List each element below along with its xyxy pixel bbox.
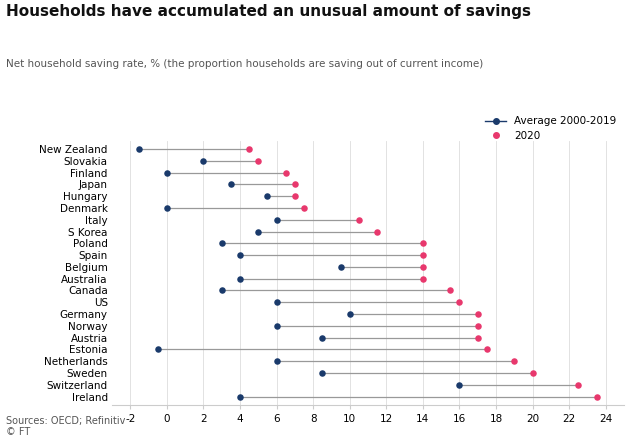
Text: Net household saving rate, % (the proportion households are saving out of curren: Net household saving rate, % (the propor… (6, 59, 484, 70)
Point (317, 334, 328, 341)
Point (527, 370, 538, 377)
Point (162, 205, 172, 212)
Point (317, 370, 328, 377)
Point (271, 323, 282, 330)
Point (253, 228, 264, 235)
Point (418, 252, 428, 259)
Point (226, 181, 236, 188)
Legend: Average 2000-2019, 2020: Average 2000-2019, 2020 (483, 114, 619, 143)
Point (472, 323, 483, 330)
Point (216, 240, 227, 247)
Point (418, 264, 428, 271)
Point (271, 216, 282, 223)
Point (344, 311, 355, 318)
Point (335, 264, 346, 271)
Point (454, 299, 465, 306)
Point (271, 299, 282, 306)
Point (262, 193, 273, 200)
Point (152, 346, 163, 353)
Point (482, 346, 492, 353)
Point (235, 275, 245, 282)
Point (591, 393, 602, 400)
Point (162, 169, 172, 176)
Point (134, 146, 145, 153)
Point (509, 358, 520, 365)
Point (299, 205, 309, 212)
Point (244, 146, 254, 153)
Point (198, 158, 209, 165)
Point (216, 287, 227, 294)
Point (472, 311, 483, 318)
Point (372, 228, 382, 235)
Point (418, 240, 428, 247)
Point (271, 358, 282, 365)
Point (290, 181, 300, 188)
Point (290, 193, 300, 200)
Point (235, 252, 245, 259)
Text: Sources: OECD; Refinitiv
© FT: Sources: OECD; Refinitiv © FT (6, 416, 126, 437)
Text: Households have accumulated an unusual amount of savings: Households have accumulated an unusual a… (6, 4, 531, 19)
Point (445, 287, 456, 294)
Point (418, 275, 428, 282)
Point (280, 169, 291, 176)
Point (235, 393, 245, 400)
Point (472, 334, 483, 341)
Point (454, 381, 465, 388)
Point (253, 158, 264, 165)
Point (573, 381, 584, 388)
Point (354, 216, 364, 223)
